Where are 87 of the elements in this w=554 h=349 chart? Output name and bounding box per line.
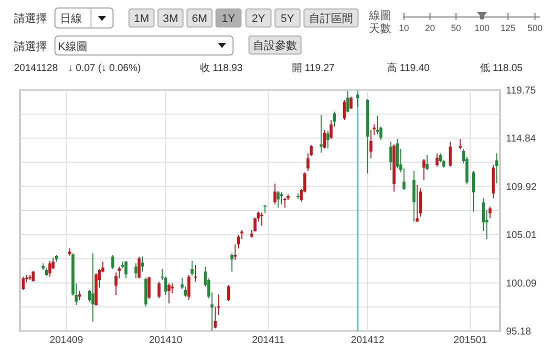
candlestick (283, 197, 286, 208)
candlestick (260, 212, 264, 226)
text: 500 (527, 23, 543, 33)
candlestick (111, 254, 114, 270)
text: 100 (474, 23, 490, 33)
candlestick (158, 281, 161, 299)
candlestick (190, 260, 194, 276)
text: 高 119.40 (387, 62, 430, 74)
candlestick (350, 96, 353, 110)
candlestick (194, 264, 197, 282)
text: 自設參數 (253, 39, 297, 52)
candlestick (170, 282, 174, 294)
y-tick-label: 95.18 (506, 326, 532, 338)
y-tick-label: 100.09 (506, 278, 538, 290)
candlestick (376, 115, 380, 135)
text: 請選擇 (14, 12, 47, 25)
candlestick (422, 158, 426, 181)
candlestick (426, 154, 429, 171)
candlestick (332, 111, 336, 128)
candlestick (419, 188, 422, 218)
candlestick (148, 276, 151, 300)
y-tick-label: 114.84 (506, 134, 536, 145)
text: 5Y (280, 13, 295, 25)
candlestick (396, 138, 399, 169)
candlestick (472, 170, 476, 212)
candlestick (236, 234, 240, 249)
text: 10 (398, 23, 410, 33)
text: 開 119.27 (292, 63, 336, 74)
candlestick (372, 124, 376, 136)
x-tick-label: 201411 (252, 335, 286, 346)
text: 3M (162, 13, 178, 25)
candlestick (436, 152, 439, 168)
x-tick-label: 201501 (454, 335, 488, 346)
candlestick (187, 274, 190, 301)
candlestick (369, 130, 372, 159)
y-tick-label: 109.92 (506, 182, 538, 193)
candlestick (230, 252, 234, 272)
text: 1M (134, 13, 150, 25)
text: 線圖 (368, 10, 391, 22)
candlestick (227, 284, 230, 302)
candlestick (356, 92, 360, 108)
x-tick-label: 201412 (350, 335, 385, 346)
candlestick (124, 260, 128, 279)
text: 自訂區間 (309, 12, 353, 25)
candlestick (280, 192, 284, 205)
y-tick-label: 105.01 (506, 230, 538, 242)
candlestick (323, 130, 326, 149)
x-tick-label: 201410 (148, 335, 183, 346)
x-tick-label: 201409 (50, 335, 84, 346)
text: 20 (424, 23, 436, 33)
candlestick (138, 256, 141, 279)
candlestick (91, 252, 94, 322)
candlestick (458, 138, 462, 150)
candlestick (448, 141, 452, 168)
text: 50 (450, 23, 462, 33)
candlestick (22, 276, 25, 290)
candlestick (326, 130, 330, 149)
text: 天數 (369, 23, 391, 35)
candlestick (495, 152, 498, 184)
candlestick (330, 120, 333, 140)
text: 6M (192, 13, 208, 25)
text: 1Y (222, 13, 236, 25)
candlestick (273, 183, 276, 205)
candlestick (402, 168, 406, 191)
candlestick (488, 206, 492, 219)
candlestick (234, 244, 237, 260)
text: 2Y (252, 13, 266, 25)
text: K線圖 (58, 41, 88, 53)
text: 低 118.05 (480, 63, 524, 74)
text: 請選擇 (14, 40, 47, 53)
candlestick (346, 90, 350, 113)
y-tick-label: 119.75 (506, 86, 536, 96)
text: 20141128 (14, 63, 58, 74)
text: 125 (500, 23, 516, 33)
candlestick (184, 286, 188, 298)
candlestick (276, 190, 280, 208)
candlestick (412, 170, 416, 222)
candlestick (140, 256, 144, 272)
candlestick (134, 262, 138, 279)
text: 日線 (60, 13, 82, 25)
text: ↓ 0.07 (↓ 0.06%) (68, 63, 141, 74)
candlestick (263, 204, 266, 214)
candlestick (214, 306, 217, 329)
candlestick (342, 100, 346, 121)
candlestick (167, 282, 170, 304)
candlestick (48, 260, 52, 278)
text: 收 118.93 (200, 63, 244, 74)
